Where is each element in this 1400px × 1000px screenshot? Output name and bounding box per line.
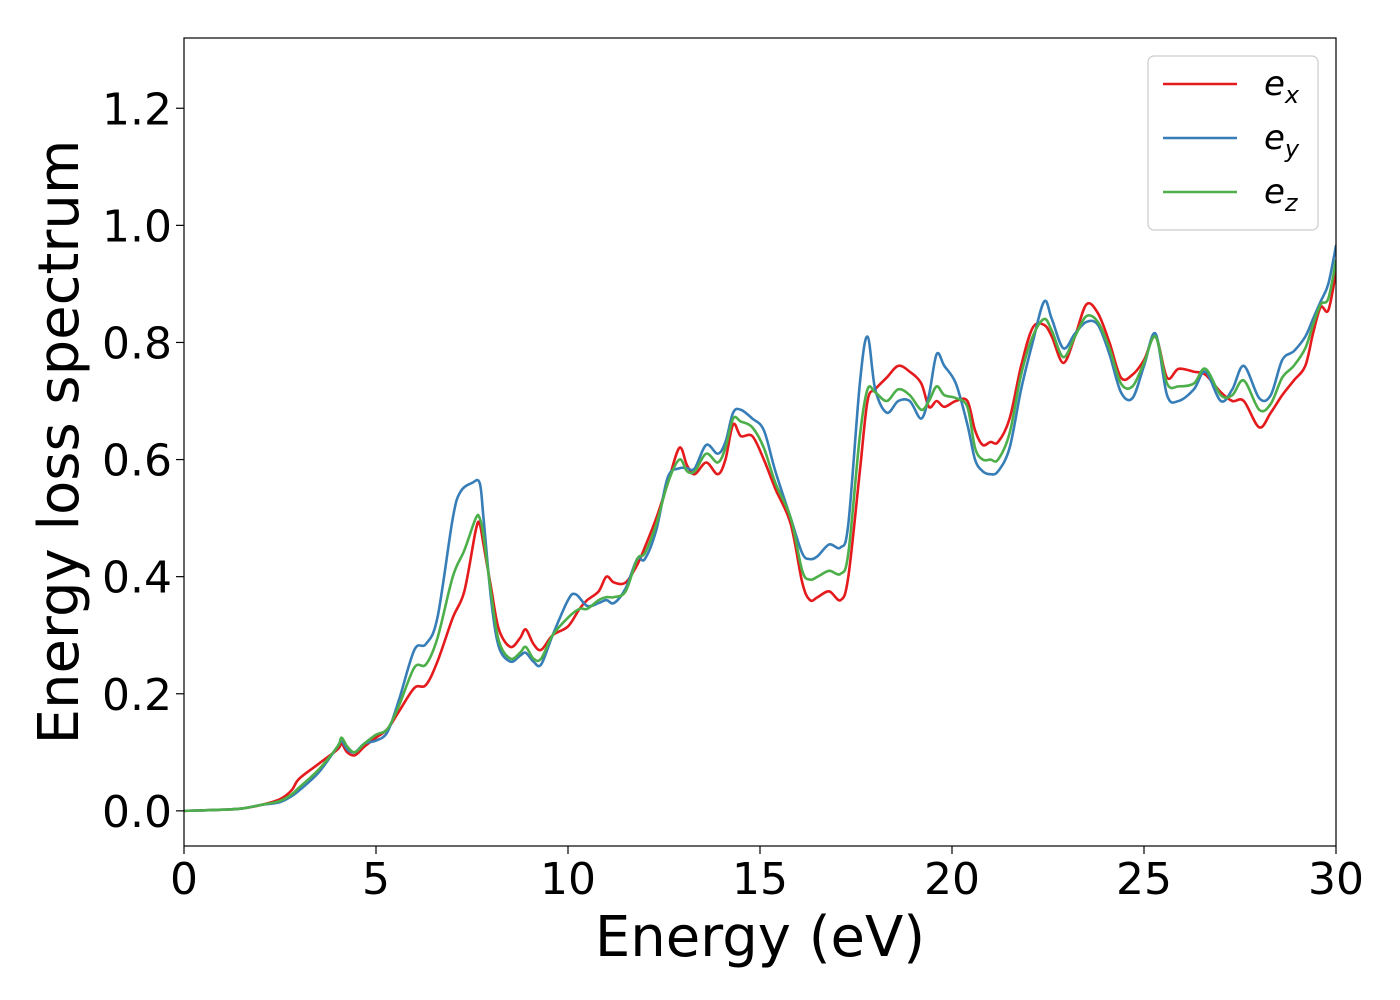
y-tick-label: 0.2: [102, 670, 172, 721]
x-tick-label: 20: [924, 854, 980, 905]
series-line-e-x: [184, 270, 1336, 813]
x-tick-label: 10: [540, 854, 596, 905]
series-line-e-z: [184, 259, 1336, 813]
y-tick-label: 0.4: [102, 553, 172, 604]
legend-label-e-x: ex: [1264, 64, 1300, 109]
x-tick-label: 30: [1308, 854, 1364, 905]
legend-label-e-z: ez: [1264, 172, 1299, 217]
y-tick-label: 1.2: [102, 84, 172, 135]
y-tick-label: 0.8: [102, 318, 172, 369]
x-axis-title: Energy (eV): [595, 905, 925, 970]
legend-box: [1147, 55, 1319, 231]
y-tick-label: 0.6: [102, 436, 172, 487]
x-tick-label: 5: [362, 854, 390, 905]
x-tick-label: 15: [732, 854, 788, 905]
y-axis-title: Energy loss spectrum: [27, 140, 92, 745]
y-tick-label: 0.0: [102, 787, 172, 838]
series-layer: [184, 244, 1336, 813]
series-line-e-y: [184, 244, 1336, 813]
legend-label-e-y: ey: [1264, 118, 1300, 163]
x-tick-label: 0: [170, 854, 198, 905]
x-axis: 0 5 10 15 20 25 30: [170, 846, 1364, 905]
x-tick-label: 25: [1116, 854, 1172, 905]
y-axis: 0.0 0.2 0.4 0.6 0.8 1.0 1.2: [102, 84, 184, 838]
legend: ex ey ez: [1147, 55, 1319, 231]
y-tick-label: 1.0: [102, 201, 172, 252]
